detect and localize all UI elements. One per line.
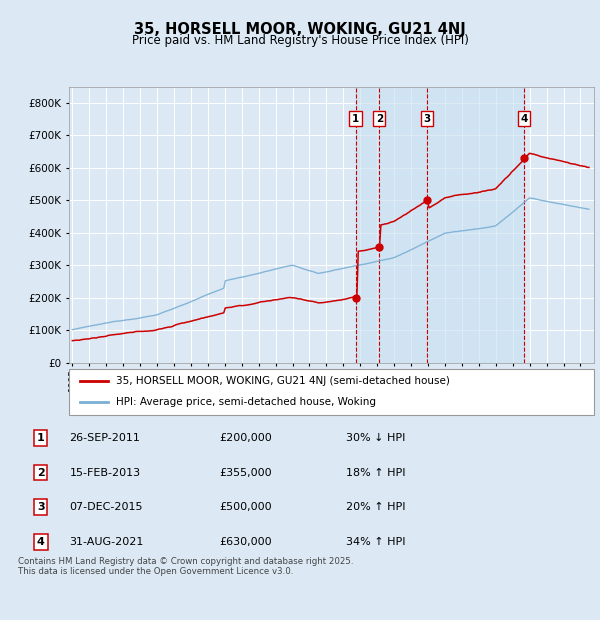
Text: £355,000: £355,000 (220, 467, 272, 478)
Text: 2: 2 (376, 113, 383, 123)
Bar (356, 87, 427, 363)
Text: 07-DEC-2015: 07-DEC-2015 (70, 502, 143, 512)
Text: 3: 3 (423, 113, 430, 123)
Text: 31-AUG-2021: 31-AUG-2021 (70, 537, 144, 547)
Text: 4: 4 (520, 113, 527, 123)
Bar (427, 87, 524, 363)
Text: 2: 2 (37, 467, 44, 478)
Text: 1: 1 (352, 113, 359, 123)
Text: Contains HM Land Registry data © Crown copyright and database right 2025.
This d: Contains HM Land Registry data © Crown c… (18, 557, 353, 576)
Text: 18% ↑ HPI: 18% ↑ HPI (346, 467, 406, 478)
Text: 35, HORSELL MOOR, WOKING, GU21 4NJ (semi-detached house): 35, HORSELL MOOR, WOKING, GU21 4NJ (semi… (116, 376, 450, 386)
Text: 26-SEP-2011: 26-SEP-2011 (70, 433, 140, 443)
Text: £500,000: £500,000 (220, 502, 272, 512)
Text: Price paid vs. HM Land Registry's House Price Index (HPI): Price paid vs. HM Land Registry's House … (131, 34, 469, 47)
Text: 20% ↑ HPI: 20% ↑ HPI (346, 502, 406, 512)
FancyBboxPatch shape (69, 369, 594, 415)
Text: 35, HORSELL MOOR, WOKING, GU21 4NJ: 35, HORSELL MOOR, WOKING, GU21 4NJ (134, 22, 466, 37)
Text: 4: 4 (37, 537, 45, 547)
Text: 30% ↓ HPI: 30% ↓ HPI (346, 433, 406, 443)
Text: HPI: Average price, semi-detached house, Woking: HPI: Average price, semi-detached house,… (116, 397, 376, 407)
Text: 1: 1 (37, 433, 44, 443)
Text: 34% ↑ HPI: 34% ↑ HPI (346, 537, 406, 547)
Text: 3: 3 (37, 502, 44, 512)
Text: £200,000: £200,000 (220, 433, 272, 443)
Text: 15-FEB-2013: 15-FEB-2013 (70, 467, 141, 478)
Text: £630,000: £630,000 (220, 537, 272, 547)
